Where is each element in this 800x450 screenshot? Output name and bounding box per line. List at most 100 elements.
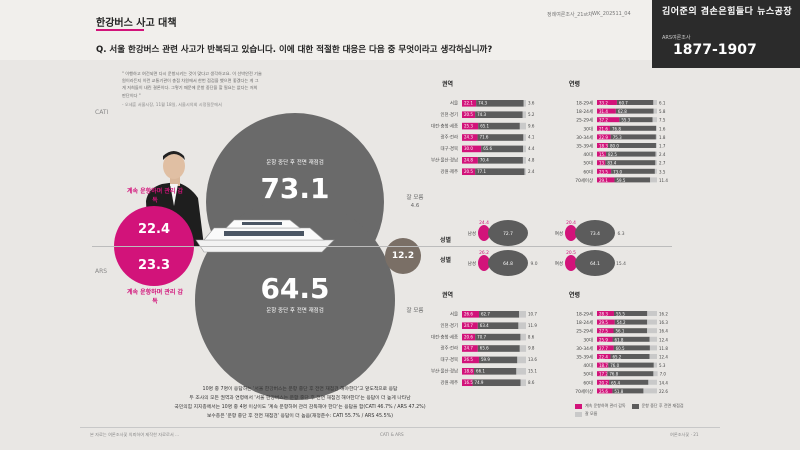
ars-halt-label: 운항 중단 후 전면 재점검	[266, 308, 324, 314]
bar-segment	[462, 311, 480, 318]
bar-segment	[523, 100, 526, 107]
bar-segment	[612, 336, 650, 342]
bar-value: 20.2	[599, 380, 608, 385]
bar-segment	[462, 122, 479, 130]
bar-value: 24.8	[464, 158, 473, 163]
bar-value: 65.4	[611, 380, 620, 385]
bar-segment	[655, 143, 657, 148]
bar-value: 83.4	[607, 161, 616, 166]
bar-segment	[519, 345, 527, 352]
bar-segment	[648, 379, 657, 385]
bar-segment	[597, 151, 607, 157]
category-label: 인천·경기	[440, 111, 458, 118]
bar-value: 37.2	[599, 118, 608, 123]
bar-value: 10.7	[528, 312, 537, 317]
bar-value: 18.7	[599, 363, 608, 368]
category-label: 60대	[583, 168, 593, 175]
bar-segment	[607, 371, 654, 377]
bar-segment	[613, 311, 648, 316]
category-label: 서울	[450, 100, 458, 107]
legend-halt-swatch	[631, 403, 639, 409]
bar-value: 55.3	[621, 118, 630, 123]
bar-value: 12.4	[659, 355, 668, 360]
bar-value: 17.2	[599, 372, 608, 377]
bar-value: 56.1	[616, 329, 625, 334]
bar-value: 14.4	[659, 380, 668, 385]
bar-value: 5.8	[659, 109, 666, 114]
bar-segment	[481, 145, 524, 153]
footer-rule	[80, 427, 720, 428]
ars-keep-value: 23.3	[137, 258, 171, 273]
bar-value: 62.8	[618, 109, 627, 114]
bar-segment	[519, 122, 526, 130]
bar-value: 29.1	[599, 178, 608, 183]
footnote-4: 보수층은 '운항 중단 후 전면 재점검' 응답이 더 높음(재정준수: CAT…	[206, 414, 394, 419]
bar-value: 22.4	[599, 355, 608, 360]
bar-segment	[653, 371, 658, 377]
bar-segment	[462, 168, 476, 176]
bar-segment	[653, 108, 657, 114]
bar-segment	[597, 117, 620, 123]
quote-body: " 이행하고 여건되면 다시 운항시키는 것이 맞다고 생각하고요. 이 선박안…	[122, 71, 262, 98]
chart-title: 연령	[569, 291, 580, 299]
bar-value: 70.7	[477, 334, 486, 339]
bar-segment	[655, 151, 657, 157]
ferry-image	[195, 219, 335, 253]
bar-segment	[597, 311, 614, 316]
bar-value: 65.1	[480, 123, 489, 128]
unknown-circle	[385, 238, 421, 274]
bar-segment	[462, 157, 478, 164]
bar-value: 61.8	[615, 337, 624, 342]
bar-segment	[606, 151, 656, 157]
bar-value: 18.8	[464, 369, 473, 374]
legend-halt: 운항 중단 후 전면 재점검	[641, 403, 684, 408]
bar-segment	[522, 157, 526, 164]
cati-unknown-value: 4.6	[410, 203, 420, 209]
bar-value: 2.4	[528, 169, 535, 174]
bar-segment	[519, 311, 526, 318]
bar-segment	[462, 345, 478, 352]
bar-value: 23.5	[599, 169, 608, 174]
category-label: 18-24세	[576, 108, 593, 115]
bar-value: 70.4	[480, 158, 489, 163]
bar-segment	[647, 328, 657, 334]
bar-segment	[597, 160, 606, 166]
bar-segment	[597, 134, 611, 140]
bar-value: 4.8	[528, 158, 535, 163]
ars-unknown-value: 12.2	[391, 251, 415, 261]
category-label: 30-34세	[576, 345, 593, 352]
bar-value: 3.6	[528, 101, 535, 106]
bar-value: 82.5	[608, 152, 617, 157]
bar-segment	[597, 345, 614, 351]
bar-value: 66.1	[476, 369, 485, 374]
bar-segment	[478, 122, 520, 130]
bar-value: 6.1	[659, 101, 666, 106]
bar-segment	[462, 368, 475, 375]
bar-segment	[476, 100, 524, 107]
bar-segment	[655, 134, 657, 140]
bar-segment	[475, 168, 525, 176]
bar-segment	[656, 125, 657, 131]
bar-value: 28.3	[599, 312, 608, 317]
bar-value: 13.9	[599, 161, 608, 166]
bar-value: 16.2	[659, 312, 668, 317]
gender-label: 남성	[468, 260, 476, 267]
footnote-2: 두 조사의 모든 권역과 연령에서 '서울 한강버스는 운항 중단 후 전면 재…	[189, 396, 411, 401]
bar-value: 74.3	[478, 101, 487, 106]
chart-title: 권역	[442, 80, 453, 88]
gender-halt-mark	[488, 250, 528, 276]
bar-segment	[477, 157, 523, 164]
quote-source: - 오세훈 서울시장, 11월 18일, 서울시의회 시정질문에서	[122, 101, 222, 107]
bar-value: 29.5	[599, 320, 608, 325]
gender-keep-mark	[478, 255, 490, 271]
category-label: 35-39세	[576, 143, 593, 150]
bar-segment	[649, 345, 657, 351]
gender-unknown-value: 9.0	[531, 261, 538, 267]
bar-value: 24.7	[464, 323, 473, 328]
bar-value: 8.6	[528, 334, 535, 339]
gender-keep-mark	[565, 255, 577, 271]
bar-value: 73.0	[613, 169, 622, 174]
bar-value: 65.6	[483, 146, 492, 151]
bar-segment	[477, 345, 520, 352]
bar-segment	[649, 354, 657, 359]
